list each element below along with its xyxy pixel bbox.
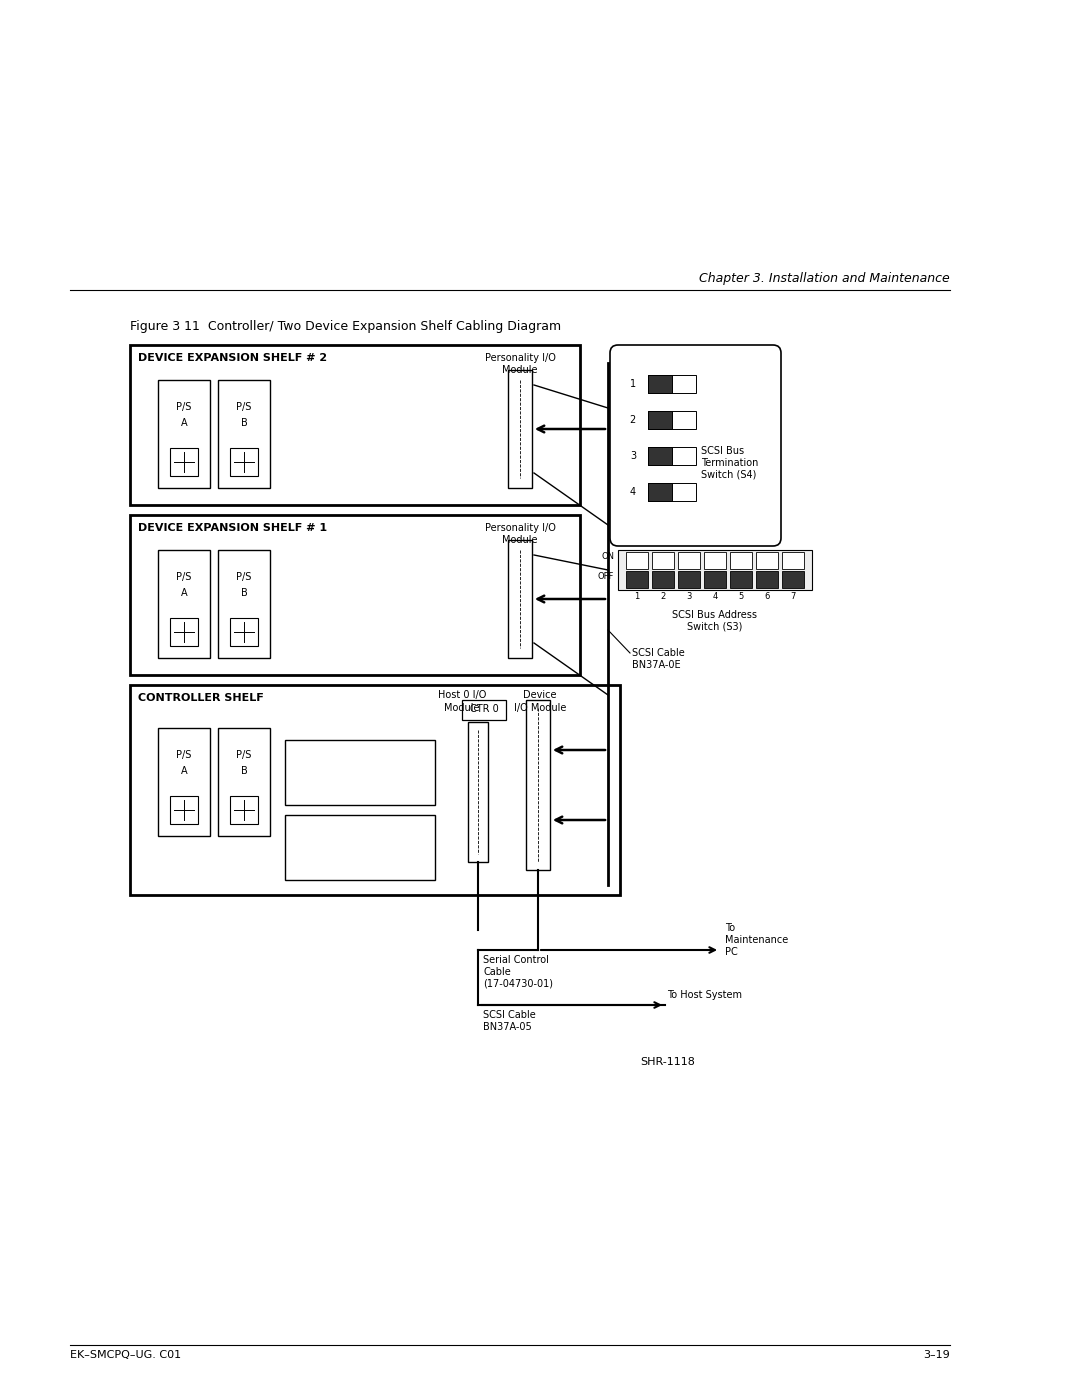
Bar — [626, 571, 648, 588]
Text: Host 0 I/O: Host 0 I/O — [437, 690, 486, 700]
Text: Personality I/O
Module: Personality I/O Module — [485, 522, 555, 545]
Bar — [730, 571, 752, 588]
Text: A: A — [180, 766, 187, 775]
Text: P/S: P/S — [176, 750, 191, 760]
Bar — [218, 550, 270, 658]
Bar — [652, 552, 674, 569]
Text: ON: ON — [600, 552, 615, 562]
Text: 7: 7 — [791, 592, 796, 601]
Bar — [158, 380, 210, 488]
Bar — [130, 685, 620, 895]
Bar — [170, 448, 198, 476]
Bar — [462, 700, 507, 719]
Bar — [130, 345, 580, 504]
Text: 4: 4 — [630, 488, 636, 497]
Text: To
Maintenance
PC: To Maintenance PC — [725, 923, 788, 957]
Bar — [678, 571, 700, 588]
Bar — [130, 515, 580, 675]
Text: P/S: P/S — [237, 750, 252, 760]
Text: SCSI Bus Address
Switch (S3): SCSI Bus Address Switch (S3) — [673, 610, 757, 631]
Text: B: B — [241, 418, 247, 427]
Text: Device: Device — [523, 690, 557, 700]
Bar — [285, 814, 435, 880]
Text: P/S: P/S — [176, 571, 191, 583]
Bar — [508, 541, 532, 658]
Text: To Host System: To Host System — [667, 990, 742, 1000]
Text: DEVICE EXPANSION SHELF # 2: DEVICE EXPANSION SHELF # 2 — [138, 353, 327, 363]
Bar — [230, 448, 258, 476]
Bar — [158, 550, 210, 658]
Bar — [218, 728, 270, 835]
Text: Personality I/O
Module: Personality I/O Module — [485, 353, 555, 374]
Bar — [230, 796, 258, 824]
Text: P/S: P/S — [237, 571, 252, 583]
Text: SCSI Cable
BN37A-05: SCSI Cable BN37A-05 — [483, 1010, 536, 1031]
Text: 3–19: 3–19 — [923, 1350, 950, 1361]
Bar — [508, 370, 532, 488]
Text: I/O Module: I/O Module — [514, 703, 566, 712]
Bar — [648, 374, 696, 393]
Bar — [626, 552, 648, 569]
Bar — [648, 374, 672, 393]
Text: SCSI Bus
Termination
Switch (S4): SCSI Bus Termination Switch (S4) — [701, 447, 758, 479]
Bar — [170, 796, 198, 824]
Text: P/S: P/S — [176, 402, 191, 412]
Bar — [782, 571, 804, 588]
Text: Chapter 3. Installation and Maintenance: Chapter 3. Installation and Maintenance — [699, 272, 950, 285]
Text: DEVICE EXPANSION SHELF # 1: DEVICE EXPANSION SHELF # 1 — [138, 522, 327, 534]
Bar — [704, 571, 726, 588]
Text: EK–SMCPQ–UG. C01: EK–SMCPQ–UG. C01 — [70, 1350, 181, 1361]
Bar — [704, 552, 726, 569]
Text: 2: 2 — [660, 592, 665, 601]
Bar — [648, 447, 696, 465]
Bar — [468, 722, 488, 862]
Text: Figure 3 11  Controller/ Two Device Expansion Shelf Cabling Diagram: Figure 3 11 Controller/ Two Device Expan… — [130, 320, 562, 332]
Bar — [756, 552, 778, 569]
Text: 1: 1 — [630, 379, 636, 388]
Bar — [230, 617, 258, 645]
Bar — [648, 411, 672, 429]
Text: A: A — [180, 588, 187, 598]
Bar — [678, 552, 700, 569]
Bar — [782, 552, 804, 569]
Text: 4: 4 — [713, 592, 717, 601]
Bar — [158, 728, 210, 835]
Text: Serial Control
Cable
(17-04730-01): Serial Control Cable (17-04730-01) — [483, 956, 553, 988]
Bar — [618, 550, 812, 590]
Text: 5: 5 — [739, 592, 744, 601]
Bar — [652, 571, 674, 588]
Text: 3: 3 — [686, 592, 691, 601]
Text: 1: 1 — [634, 592, 639, 601]
Text: SCSI Cable
BN37A-0E: SCSI Cable BN37A-0E — [632, 648, 685, 669]
Bar — [756, 571, 778, 588]
Bar — [648, 447, 672, 465]
Bar — [730, 552, 752, 569]
Text: OFF: OFF — [597, 571, 615, 581]
Text: P/S: P/S — [237, 402, 252, 412]
Text: B: B — [241, 588, 247, 598]
Bar — [285, 740, 435, 805]
Text: A: A — [180, 418, 187, 427]
Bar — [218, 380, 270, 488]
Text: 6: 6 — [765, 592, 770, 601]
Bar — [648, 411, 696, 429]
Bar — [648, 483, 696, 502]
Bar — [526, 700, 550, 870]
Text: 2: 2 — [630, 415, 636, 425]
Text: SHR-1118: SHR-1118 — [640, 1058, 694, 1067]
FancyBboxPatch shape — [610, 345, 781, 546]
Text: Module: Module — [444, 703, 480, 712]
Text: 3: 3 — [630, 451, 636, 461]
Text: CONTROLLER SHELF: CONTROLLER SHELF — [138, 693, 264, 703]
Text: CTR 0: CTR 0 — [470, 704, 498, 714]
Bar — [648, 483, 672, 502]
Bar — [170, 617, 198, 645]
Text: B: B — [241, 766, 247, 775]
